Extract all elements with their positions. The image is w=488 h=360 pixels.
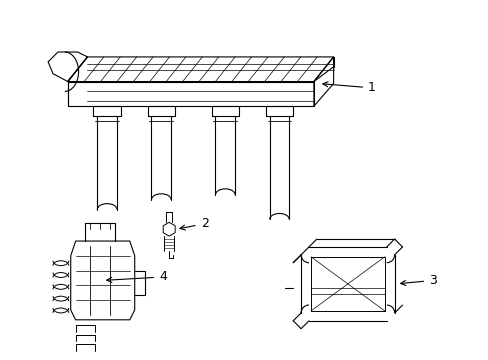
Text: 4: 4 bbox=[106, 270, 167, 283]
Text: 1: 1 bbox=[322, 81, 375, 94]
Text: 3: 3 bbox=[400, 274, 436, 287]
Text: 2: 2 bbox=[180, 217, 208, 230]
